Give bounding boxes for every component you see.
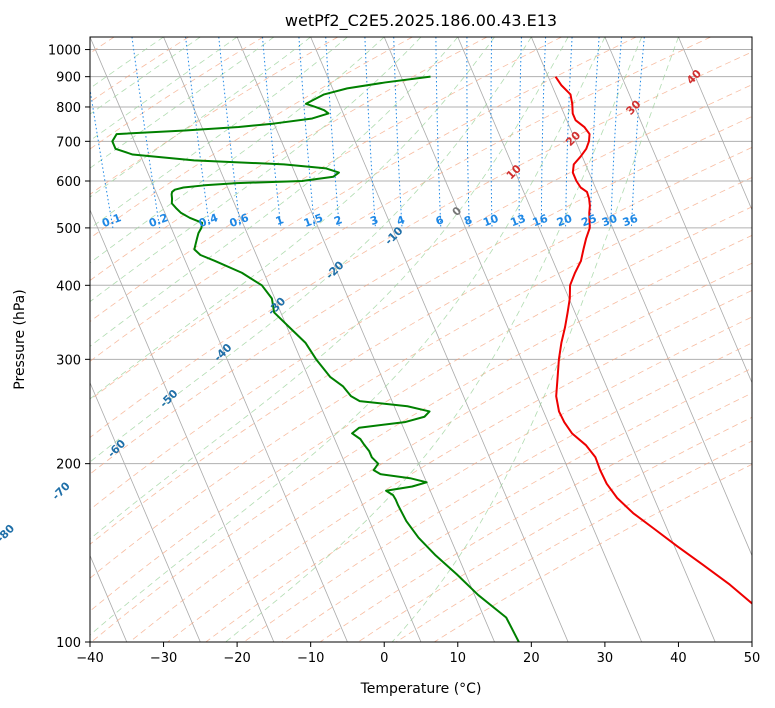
x-tick-label: 40 — [670, 651, 687, 666]
x-tick-label: 10 — [450, 651, 467, 666]
mixing-ratio-label: 4 — [395, 213, 407, 228]
dry-adiabat-line — [90, 177, 752, 579]
mixing-ratio-label: 1.5 — [302, 211, 325, 230]
mixing-ratio-label: 16 — [531, 212, 550, 230]
mixing-ratio-label: 8 — [462, 213, 474, 228]
x-axis-label: Temperature (°C) — [360, 681, 482, 697]
mixing-ratio-label: 0.4 — [197, 211, 220, 230]
dry-adiabat-line — [90, 37, 562, 323]
mixing-ratio-label: 6 — [434, 213, 446, 228]
y-axis-label: Pressure (hPa) — [12, 289, 28, 389]
x-tick-label: 30 — [597, 651, 614, 666]
y-tick-label: 900 — [56, 71, 81, 86]
mixing-ratio-label: 36 — [621, 212, 640, 230]
dry-adiabat-line — [129, 262, 752, 642]
mixing-ratio-label: 3 — [368, 213, 380, 228]
moist-adiabat-line — [90, 37, 385, 264]
dry-adiabat-line — [90, 146, 752, 545]
isotherm-line — [90, 381, 201, 642]
isotherm-line — [383, 37, 643, 642]
y-tick-label: 1000 — [48, 44, 81, 59]
mixing-ratio-label: 0.6 — [228, 211, 251, 230]
x-tick-label: −30 — [150, 651, 177, 666]
dry-adiabat-line — [90, 37, 637, 362]
x-tick-label: −40 — [76, 651, 103, 666]
mixing-ratio-line — [185, 37, 211, 228]
mixing-ratio-label: 20 — [555, 212, 574, 230]
moist-adiabat-line — [90, 37, 348, 229]
y-tick-label: 800 — [56, 101, 81, 116]
x-tick-label: −10 — [297, 651, 324, 666]
x-tick-label: 0 — [380, 651, 388, 666]
y-tick-label: 300 — [56, 353, 81, 368]
isotherm-line — [751, 37, 752, 39]
y-tick-label: 700 — [56, 135, 81, 150]
dry-adiabat-line — [90, 116, 752, 511]
isotherm-line — [90, 208, 275, 642]
y-tick-label: 400 — [56, 279, 81, 294]
moist-adiabat-line — [90, 37, 164, 89]
mixing-ratio-line — [90, 86, 114, 228]
y-tick-label: 500 — [56, 222, 81, 237]
isotherm-line — [530, 37, 752, 557]
x-tick-label: −20 — [223, 651, 250, 666]
isotherm-label: -70 — [50, 479, 73, 502]
mixing-ratio-label: 0.1 — [100, 211, 123, 230]
plot-frame — [89, 36, 753, 643]
y-tick-label: 100 — [56, 636, 81, 651]
isotherm-line — [163, 37, 422, 642]
moist-adiabat-line — [90, 37, 569, 540]
dry-adiabat-line — [91, 234, 752, 642]
mixing-ratio-label: 25 — [580, 212, 599, 229]
isotherm-label: -80 — [0, 522, 17, 545]
mixing-ratio-label: 2 — [332, 213, 344, 228]
dry-adiabat-line — [90, 84, 752, 475]
mixing-ratio-line — [218, 37, 241, 228]
axes: −40 −30 −20 −10 0 10 20 30 40 5010020030040050060… — [48, 44, 760, 666]
moist-adiabat-line — [90, 37, 459, 347]
moist-adiabat-line — [90, 37, 606, 636]
isotherm-line — [457, 37, 716, 642]
adiabat-lines — [90, 37, 752, 642]
profile-lines — [111, 75, 752, 642]
line-labels: 0.10.20.40.611.52346810131620253036-100-… — [0, 67, 704, 545]
x-tick-label: 20 — [523, 651, 540, 666]
moist-adiabat-line — [225, 37, 643, 642]
isotherm-line — [678, 37, 752, 211]
dry-adiabat-line — [90, 51, 752, 439]
mixing-ratio-label: 13 — [509, 212, 528, 229]
isotherm-line — [236, 37, 495, 642]
mixing-ratio-label: 30 — [600, 212, 619, 230]
x-tick-label: 50 — [744, 651, 761, 666]
dry-adiabat-line — [90, 206, 752, 612]
y-tick-label: 200 — [56, 458, 81, 473]
mixing-ratio-label: 0.2 — [147, 211, 170, 230]
moist-adiabat-line — [90, 37, 495, 400]
moist-adiabat-line — [90, 37, 532, 463]
temperature-profile-line — [554, 76, 752, 605]
mixing-ratio-label: 10 — [481, 212, 500, 230]
chart-title: wetPf2_C2E5.2025.186.00.43.E13 — [285, 11, 557, 31]
dry-adiabat-line — [167, 289, 752, 642]
dry-adiabat-line — [205, 316, 752, 642]
y-tick-label: 600 — [56, 175, 81, 190]
dry-adiabat-line — [90, 37, 413, 239]
mixing-ratio-label: 1 — [274, 213, 286, 228]
dewpoint-profile-line — [111, 75, 520, 642]
moist-adiabat-line — [391, 37, 679, 642]
isotherm-line — [604, 37, 752, 384]
